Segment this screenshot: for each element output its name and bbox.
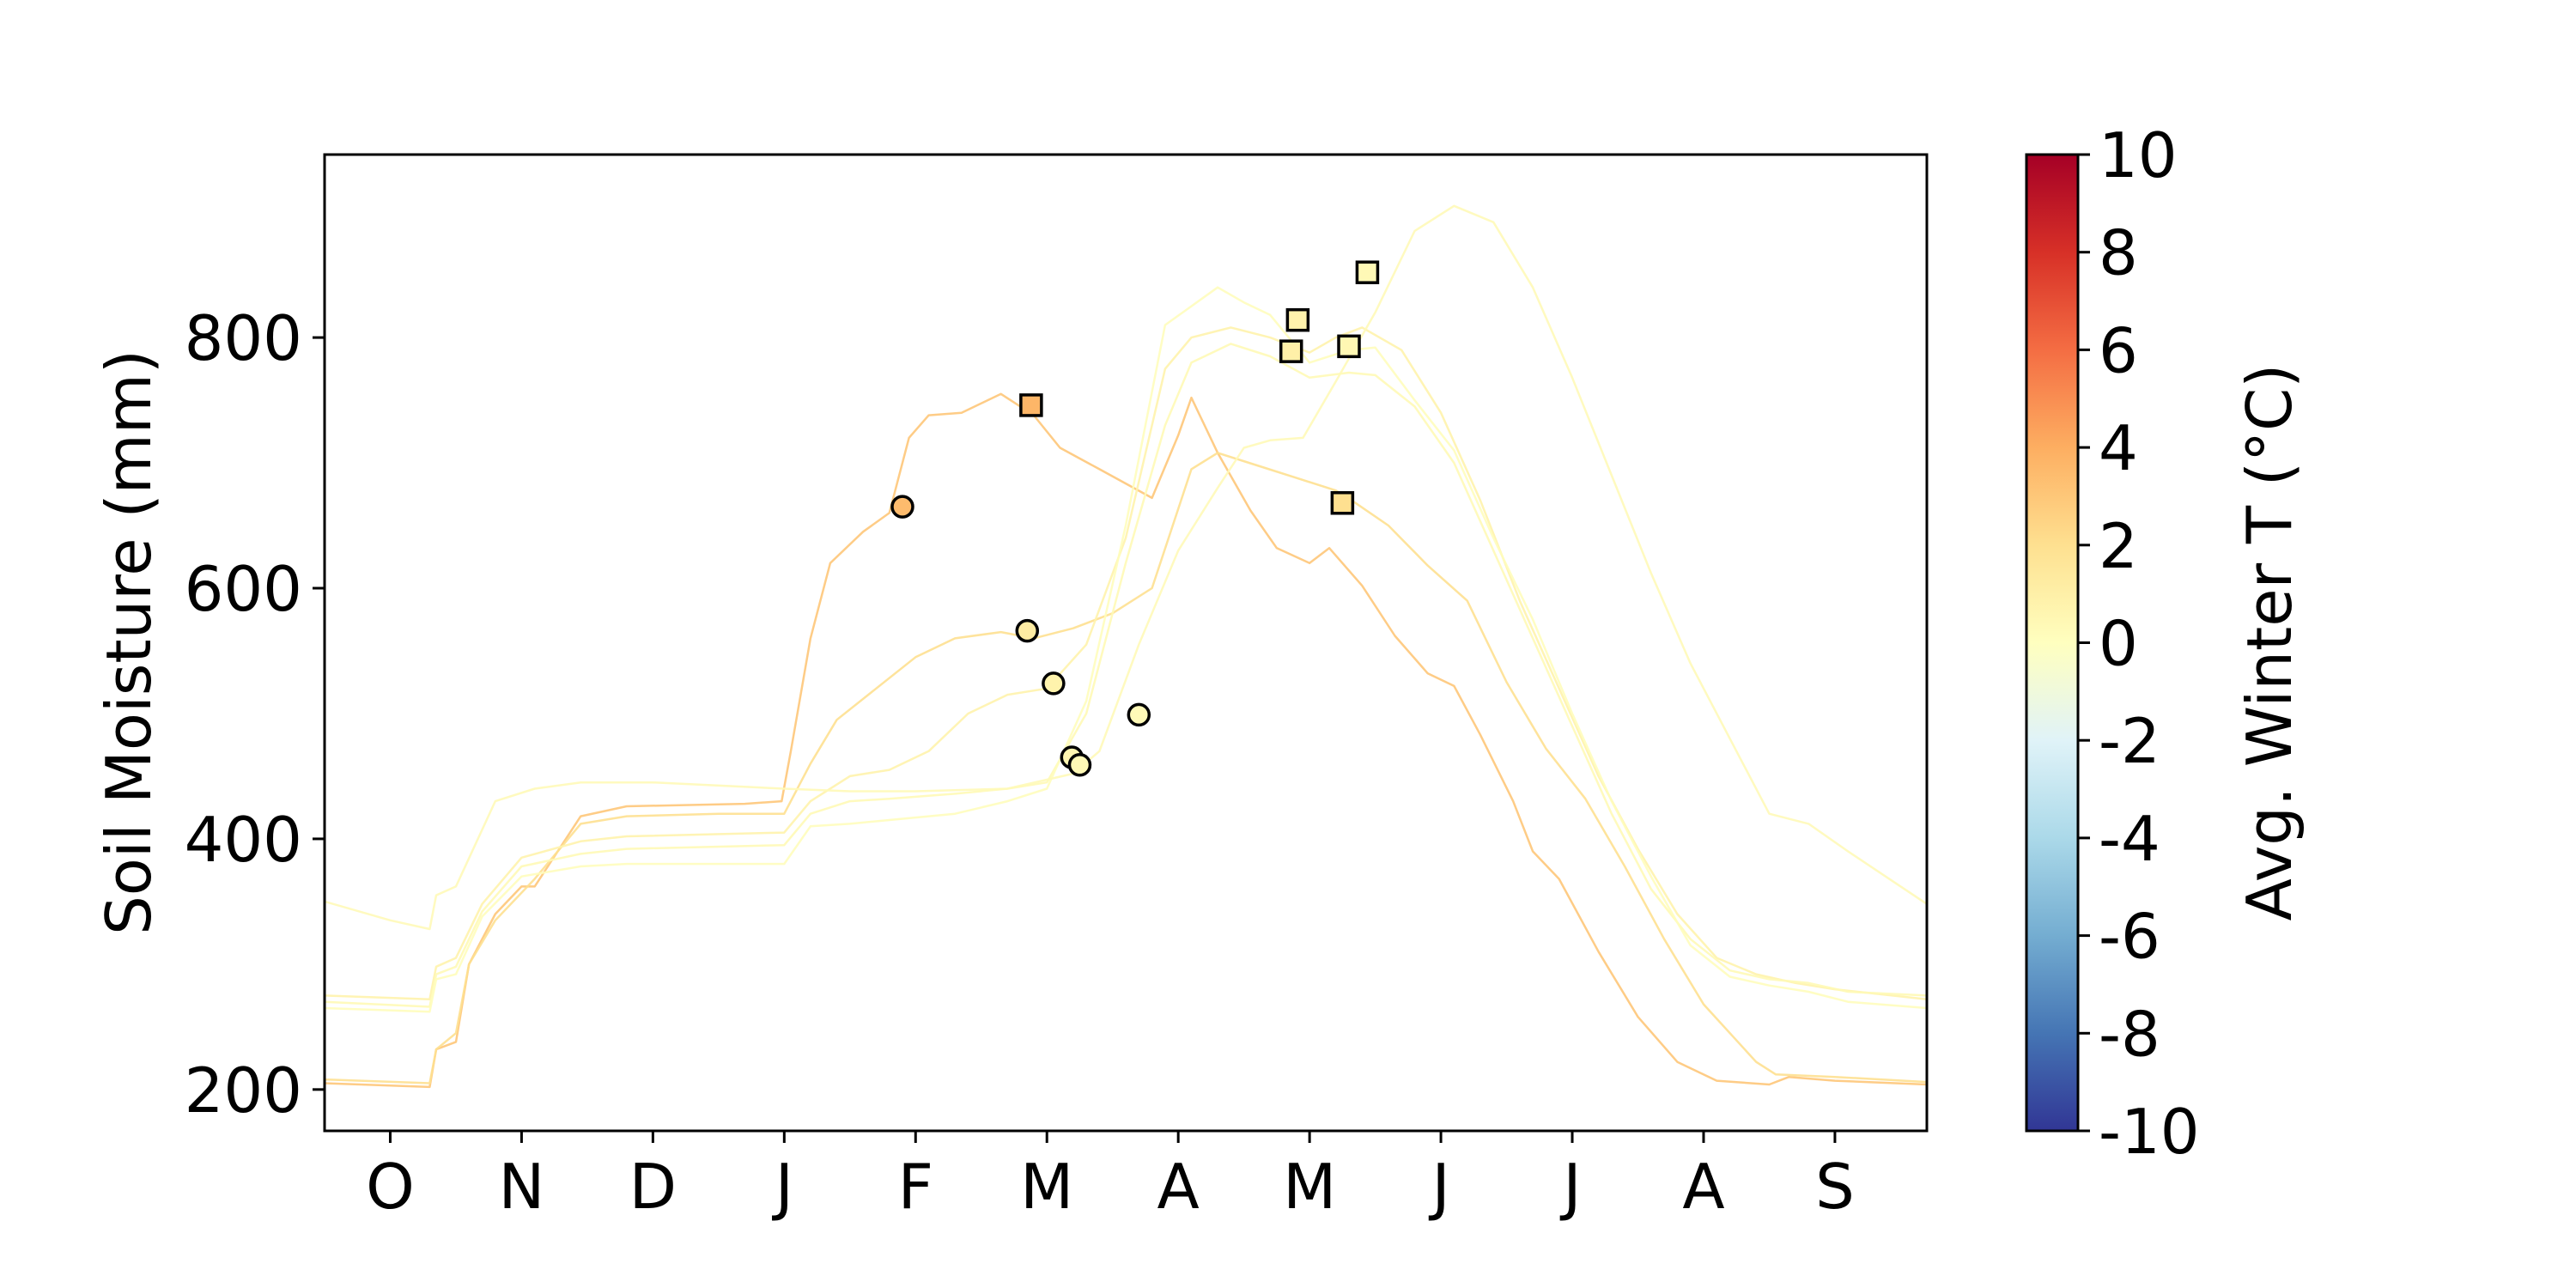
x-tick-label: J (1559, 1151, 1581, 1223)
x-tick-label: N (498, 1151, 544, 1223)
series-line-2 (325, 452, 1927, 1084)
series-4-square-marker (1285, 307, 1310, 332)
colorbar (2025, 153, 2080, 1133)
series-line-6 (325, 204, 1927, 931)
colorbar-tick-label: 4 (2099, 412, 2138, 484)
series-line-3 (325, 326, 1927, 1000)
x-tick-label: A (1682, 1151, 1724, 1223)
colorbar-tick-label: 2 (2099, 510, 2138, 582)
series-1-square-marker (1019, 393, 1043, 417)
series-line-5 (325, 286, 1927, 1013)
series-layer (325, 204, 1927, 1089)
x-tick-label: F (898, 1151, 933, 1223)
colorbar-axis: -10 -8 -6 -4 -2 0 2 4 6 8 10 (2078, 119, 2200, 1168)
x-tick-label: J (1428, 1151, 1449, 1223)
marker-layer (890, 260, 1380, 777)
x-tick-label: O (366, 1151, 415, 1223)
y-axis-title: Soil Moisture (mm) (93, 349, 165, 935)
colorbar-tick-label: -4 (2099, 803, 2160, 875)
series-5-square-marker (1337, 334, 1361, 359)
series-1-circle-marker (890, 495, 914, 519)
colorbar-tick-label: 8 (2099, 217, 2138, 289)
x-tick-label: S (1815, 1151, 1855, 1223)
series-6-square-marker (1355, 260, 1380, 284)
x-tick-label: M (1283, 1151, 1336, 1223)
y-tick-label: 600 (185, 553, 302, 625)
series-line-1 (325, 392, 1927, 1089)
colorbar-title: Avg. Winter T (°C) (2233, 364, 2306, 921)
series-2-circle-marker (1015, 618, 1040, 643)
y-tick-label: 400 (185, 804, 302, 876)
series-6-circle-marker (1127, 702, 1151, 727)
colorbar-tick-label: -10 (2099, 1096, 2200, 1168)
y-tick-label: 800 (185, 302, 302, 374)
series-5-circle-marker (1067, 753, 1092, 777)
series-2-square-marker (1330, 491, 1355, 515)
colorbar-tick-label: -6 (2099, 901, 2160, 973)
y-axis: 200 400 600 800 (185, 302, 325, 1127)
x-tick-label: J (772, 1151, 793, 1223)
x-tick-label: A (1157, 1151, 1200, 1223)
x-tick-label: M (1020, 1151, 1073, 1223)
colorbar-tick-label: -8 (2099, 998, 2160, 1070)
series-3-square-marker (1279, 339, 1303, 363)
plot-frame (323, 153, 1929, 1133)
y-tick-label: 200 (185, 1054, 302, 1127)
x-tick-label: D (629, 1151, 677, 1223)
series-3-circle-marker (1042, 671, 1066, 696)
colorbar-tick-label: 6 (2099, 314, 2138, 386)
colorbar-tick-label: 10 (2099, 119, 2178, 191)
colorbar-tick-label: 0 (2099, 608, 2138, 680)
colorbar-tick-label: -2 (2099, 705, 2160, 777)
series-line-4 (325, 343, 1927, 1008)
